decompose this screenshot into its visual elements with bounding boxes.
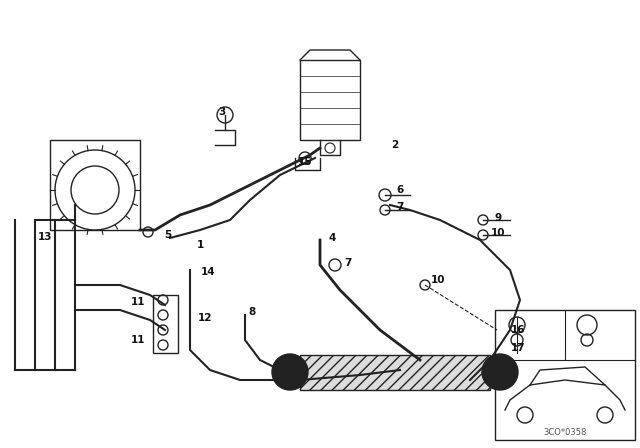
Bar	[300, 355, 490, 390]
Text: 10: 10	[431, 275, 445, 285]
Text: 11: 11	[131, 335, 145, 345]
Text: 15: 15	[298, 157, 312, 167]
Bar	[50, 140, 140, 230]
Text: 7: 7	[344, 258, 352, 268]
Text: 1: 1	[196, 240, 204, 250]
Text: 8: 8	[248, 307, 255, 317]
Text: 13: 13	[38, 232, 52, 242]
Text: 12: 12	[198, 313, 212, 323]
Text: 16: 16	[511, 325, 525, 335]
Circle shape	[272, 354, 308, 390]
Text: 5: 5	[164, 230, 172, 240]
Text: 17: 17	[511, 343, 525, 353]
Bar	[153, 295, 178, 353]
Text: 7: 7	[396, 202, 404, 212]
Bar	[495, 310, 635, 440]
Bar	[300, 60, 360, 140]
Text: 4: 4	[328, 233, 336, 243]
Text: 9: 9	[495, 213, 502, 223]
Text: 3CO*0358: 3CO*0358	[543, 427, 587, 436]
Text: 10: 10	[491, 228, 505, 238]
Text: 6: 6	[396, 185, 404, 195]
Circle shape	[482, 354, 518, 390]
Text: 2: 2	[392, 140, 399, 150]
Text: 14: 14	[201, 267, 215, 277]
Text: 3: 3	[218, 107, 226, 117]
Text: 11: 11	[131, 297, 145, 307]
